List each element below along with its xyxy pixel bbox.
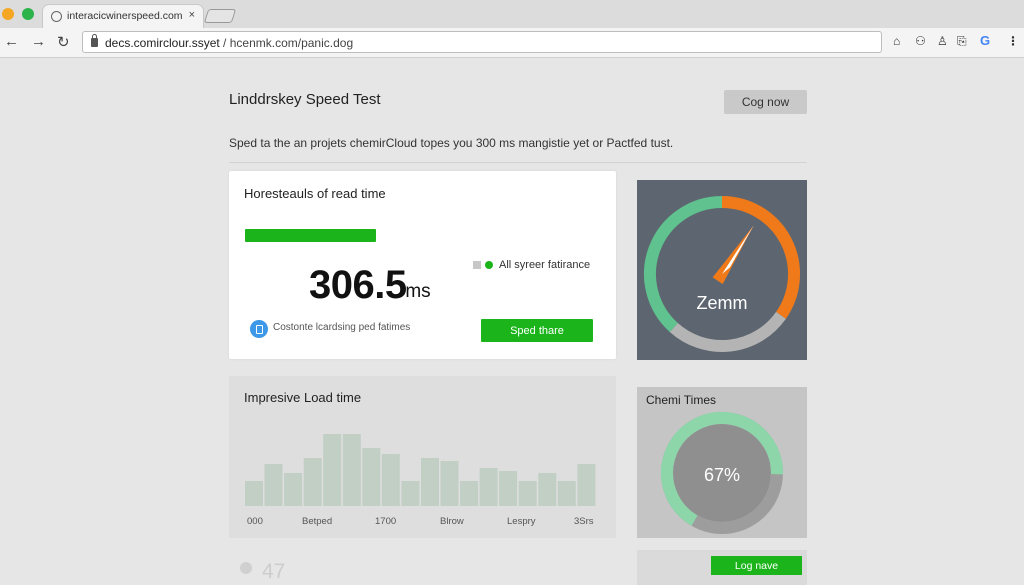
progress-bar: [245, 229, 376, 242]
chart-bar: [479, 468, 498, 506]
window-minimize-icon[interactable]: [2, 8, 14, 20]
menu-icon[interactable]: ⋮: [1007, 34, 1019, 48]
load-bar-chart: [245, 434, 596, 506]
speed-unit: rms: [399, 281, 431, 302]
faded-value: 47: [262, 560, 286, 583]
forward-icon[interactable]: →: [31, 33, 46, 50]
speed-card-title: Horesteauls of read time: [244, 186, 386, 201]
chart-bar: [284, 473, 303, 506]
speed-card: Horesteauls of read time 306.5 rms All s…: [229, 171, 616, 359]
speed-gauge: [644, 196, 800, 353]
x-tick-label: Blrow: [440, 516, 464, 527]
ring-progress: [661, 412, 784, 526]
address-text[interactable]: decs.comirclour.ssyet / hcenmk.com/panic…: [105, 36, 353, 50]
address-bar[interactable]: decs.comirclour.ssyet / hcenmk.com/panic…: [82, 31, 882, 53]
chart-bar: [421, 458, 439, 506]
ring-center: [673, 424, 771, 522]
chart-bar: [440, 461, 459, 506]
page-title: Linddrskey Speed Test: [229, 91, 381, 108]
chart-bar: [538, 473, 557, 506]
divider: [229, 162, 807, 163]
browser-toolbar: ← → ↻ decs.comirclour.ssyet / hcenmk.com…: [0, 28, 1024, 58]
load-chart-card: Impresive Load time 000 Betped 1700 Blro…: [229, 376, 616, 538]
x-tick-label: 3Srs: [574, 516, 594, 527]
new-tab-button[interactable]: [203, 9, 237, 23]
bottom-card: Log nave: [637, 550, 807, 585]
home-icon[interactable]: ⌂: [893, 34, 901, 48]
page-subtitle: Sped ta the an projets chemirCloud topes…: [229, 136, 674, 150]
back-icon[interactable]: ←: [4, 33, 19, 50]
gauge-arc-green: [644, 196, 723, 332]
percent-ring: [661, 412, 784, 534]
x-tick-label: 1700: [375, 516, 397, 527]
chart-bar: [401, 481, 420, 506]
globe-icon: [51, 11, 62, 22]
tab-title: interacicwinerspeed.com: [67, 10, 183, 22]
legend-swatch-icon: [473, 261, 481, 269]
chart-bar: [460, 481, 479, 506]
gauge-track: [669, 311, 786, 353]
user-icon: [240, 562, 252, 574]
browser-tab[interactable]: interacicwinerspeed.com ×: [42, 4, 204, 28]
chart-bar: [323, 434, 342, 506]
chart-bar: [362, 448, 381, 506]
url-path: hcenmk.com/panic.dog: [229, 36, 354, 50]
gauge-arc-orange: [721, 196, 800, 319]
times-card-title: Chemi Times: [646, 393, 717, 407]
chart-bar: [303, 458, 322, 506]
percent-value: 67%: [703, 465, 741, 485]
google-icon[interactable]: G: [980, 33, 991, 48]
chart-bar: [577, 464, 596, 506]
legend-label: All syreer fatirance: [499, 259, 591, 271]
reload-icon[interactable]: ↻: [57, 34, 70, 51]
x-tick-label: Betped: [302, 516, 333, 527]
chart-bar: [245, 481, 263, 506]
lock-icon: [91, 34, 98, 47]
chart-bar: [499, 471, 518, 506]
x-tick-label: Lespry: [507, 516, 536, 527]
gauge-needle: [712, 225, 754, 284]
chart-bar: [557, 481, 576, 506]
window-maximize-icon[interactable]: [22, 8, 34, 20]
chart-bar: [264, 464, 283, 506]
legend-dot-icon: [485, 261, 493, 269]
times-card: Chemi Times 67%: [637, 387, 807, 538]
chart-bar: [381, 454, 400, 506]
url-separator: /: [219, 36, 230, 50]
user-icon[interactable]: ⚇: [915, 34, 926, 48]
share-icon[interactable]: ⎘: [957, 34, 967, 48]
info-text: Costonte lcardsing ped fatimes: [273, 322, 411, 333]
person-icon[interactable]: ♙: [937, 34, 948, 48]
login-button[interactable]: Cog now: [724, 90, 807, 114]
chart-bar: [342, 434, 361, 506]
chart-bar: [518, 481, 537, 506]
tab-strip: interacicwinerspeed.com ×: [0, 0, 1024, 28]
gauge-card: Zemm: [637, 180, 807, 360]
url-domain: decs.comirclour.ssyet: [105, 36, 220, 50]
login-button-secondary[interactable]: Log nave: [711, 556, 802, 575]
speed-value: 306.5: [309, 263, 407, 307]
x-tick-label: 000: [247, 516, 263, 527]
speed-share-button[interactable]: Sped thare: [481, 319, 593, 342]
info-icon[interactable]: [250, 320, 268, 338]
close-icon[interactable]: ×: [188, 9, 195, 21]
chart-title: Impresive Load time: [244, 390, 362, 405]
gauge-label: Zemm: [696, 293, 748, 313]
